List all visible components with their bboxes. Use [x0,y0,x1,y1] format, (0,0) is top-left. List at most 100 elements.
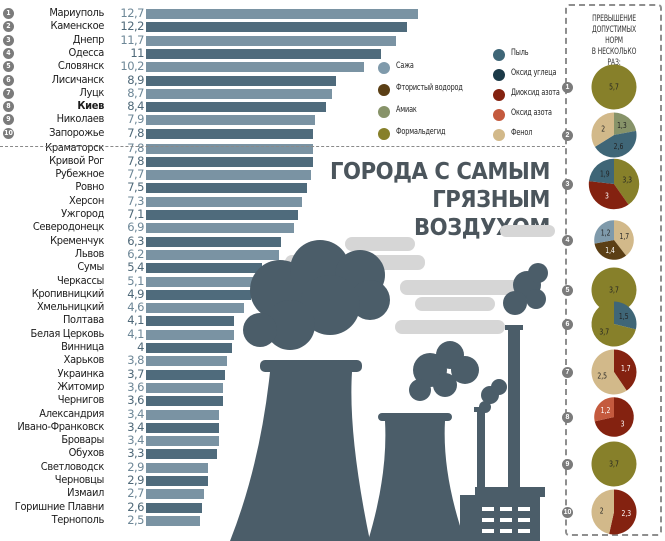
value-label: 8,4 [127,99,144,114]
bar [146,9,418,19]
bar-row: Винница 4 [0,340,440,354]
bar [146,382,224,393]
city-label: Ровно [75,180,104,194]
bar-row: 8 Киев 8,4 [0,99,440,114]
pie-chart: 2,32 [591,489,637,535]
value-label: 2,6 [127,499,144,514]
bar-row: 9 Николаев 7,9 [0,112,440,126]
legend-label: Сажа [396,61,414,71]
bar-row: Черновцы 2,9 [0,473,440,487]
legend-label: Диоксид азота [511,88,560,98]
value-label: 4,6 [127,300,144,315]
factory-illustration-icon [230,225,555,541]
bar [146,449,217,460]
city-label: Черкассы [56,273,104,287]
pollutant-panel: ПРЕВЫШЕНИЕ ДОПУСТИМЫХ НОРМ В НЕСКОЛЬКО Р… [565,4,662,536]
bar-row: Черкассы 5,1 [0,273,440,288]
city-label: Луцк [79,85,104,99]
legend-label: Фтористый водород [396,83,463,93]
value-label: 3,7 [127,366,144,381]
bar [146,329,234,340]
bar-row: 1 Мариуполь 12,7 [0,6,440,20]
bar-row: Украинка 3,7 [0,366,440,381]
value-label: 3,4 [127,419,144,434]
legend-label: Оксид углеца [511,68,557,78]
svg-text:3,7: 3,7 [609,459,619,469]
value-label: 6,9 [127,220,144,235]
bar-row: Херсон 7,3 [0,193,440,208]
rank-badge: 7 [3,87,14,99]
legend-label: Оксид азота [511,108,552,118]
legend-label: Пыль [511,48,529,58]
page-title: ГОРОДА С САМЫМ ГРЯЗНЫМ ВОЗДУХОМ [311,158,550,242]
city-label: Хмельницкий [36,300,105,314]
bar-row: 2 Каменское 12,2 [0,19,440,33]
city-label: Житомир [57,379,104,393]
pie-chart: 1,5 3,7 [591,301,637,347]
svg-text:3,7: 3,7 [599,326,609,336]
svg-text:1,7: 1,7 [621,363,631,373]
legend-swatch-icon [493,89,505,101]
value-label: 6,2 [127,246,144,261]
pie-chart: 1,7 2,5 [591,349,637,395]
legend-swatch-icon [378,62,390,74]
bar-row: 5 Словянск 10,2 [0,59,440,73]
city-label: Кременчук [50,233,104,247]
pie-chart: 5,7 [591,64,637,110]
city-label: Тернополь [51,512,105,526]
city-label: Северодонецк [32,220,105,234]
title-line-1: ГОРОДА С САМЫМ [330,159,550,185]
bar [146,102,326,113]
bar-row: Белая Церковь 4,1 [0,327,440,341]
bar [146,183,307,194]
bar [146,236,281,247]
title-line-2: ГРЯЗНЫМ [432,187,550,213]
pie-rank-badge: 10 [562,507,573,518]
value-label: 11,7 [120,32,144,47]
svg-text:2,5: 2,5 [597,370,607,380]
city-label: Рубежное [55,167,104,181]
city-label: Словянск [57,59,104,73]
bar [146,422,219,433]
panel-title: ПРЕВЫШЕНИЕ ДОПУСТИМЫХ НОРМ В НЕСКОЛЬКО Р… [591,14,637,68]
svg-text:1,7: 1,7 [619,231,629,241]
value-label: 3,6 [127,393,144,408]
svg-text:2,6: 2,6 [614,141,624,151]
city-label: Херсон [69,193,104,207]
legend-swatch-icon [493,49,505,61]
bar-row: Хмельницкий 4,6 [0,300,440,315]
bar [146,62,365,73]
bar [146,263,262,274]
pie-chart: 1,3 2,6 2 [591,112,637,158]
city-label: Ивано-Франковск [17,419,104,433]
city-label: Кривой Рог [49,153,104,167]
svg-text:3: 3 [605,191,609,201]
bar [146,196,303,207]
value-label: 7,8 [127,153,144,168]
city-label: Черновцы [54,473,105,486]
city-label: Львов [74,246,105,260]
bar [146,369,226,380]
bar-row: Светловодск 2,9 [0,459,440,474]
svg-text:1,5: 1,5 [619,311,629,321]
value-label: 7,7 [127,167,144,182]
legend-label: Формальдегид [396,127,446,137]
legend-swatch-icon [378,84,390,96]
legend-swatch-icon [378,106,390,118]
legend-swatch-icon [493,69,505,81]
legend-label: Амиак [396,105,417,115]
bar [146,75,337,86]
city-label: Горишние Плавни [14,499,105,513]
bar-row: Житомир 3,6 [0,379,440,394]
bar [146,210,298,220]
city-label: Светловодск [40,459,105,473]
bar-row: 3 Днепр 11,7 [0,32,440,47]
value-label: 7,8 [127,125,144,140]
pie-rank-badge: 1 [562,82,573,93]
city-label: Каменское [50,19,105,33]
bar [146,343,232,353]
bar [146,316,234,327]
svg-text:3,3: 3,3 [622,175,632,185]
bar-row: Горишние Плавни 2,6 [0,499,440,514]
